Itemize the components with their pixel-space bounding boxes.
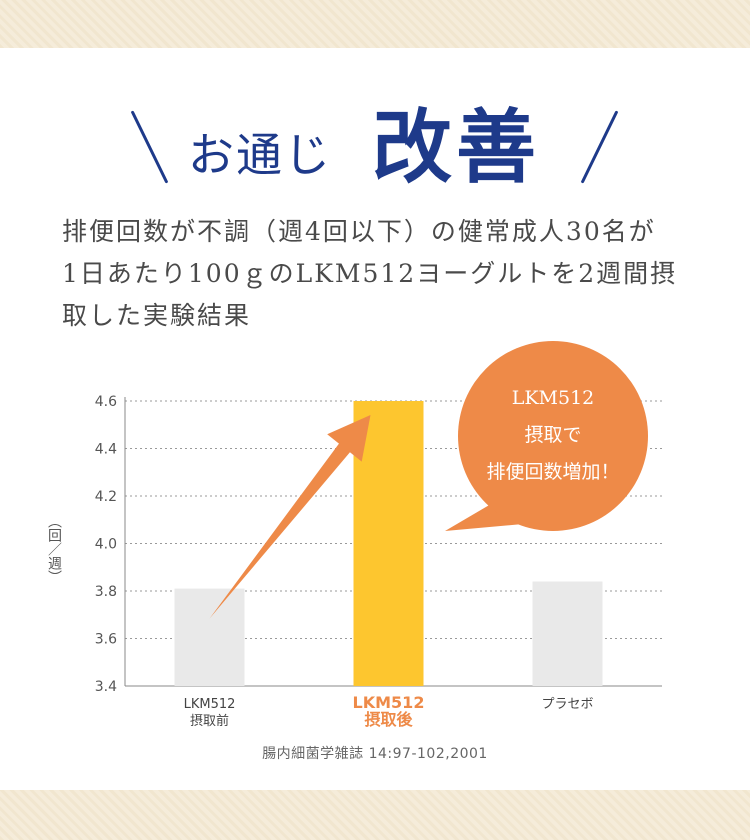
study-description: 排便回数が不調（週4回以下）の健常成人30名が 1日あたり100ｇのLKM512…	[62, 211, 702, 337]
x-category-label: 摂取後	[364, 710, 413, 729]
callout-text: 摂取で	[524, 424, 581, 446]
callout-bubble	[458, 341, 648, 531]
description-line: 1日あたり100ｇのLKM512ヨーグルトを2週間摂	[62, 259, 678, 288]
title-big-text: 改善	[372, 100, 540, 194]
x-category-label: 摂取前	[190, 713, 229, 729]
x-category-label: LKM512	[353, 693, 425, 712]
callout-text: 排便回数増加！	[486, 461, 619, 483]
bottom-decorative-band	[0, 790, 750, 840]
y-tick-label: 4.4	[95, 442, 117, 458]
increase-arrow	[209, 415, 371, 619]
bar	[353, 401, 424, 686]
y-tick-label: 4.6	[95, 394, 117, 410]
callout-text: LKM512	[512, 387, 595, 409]
y-axis-unit-label: （回／週）	[46, 514, 62, 584]
y-tick-label: 4.2	[95, 489, 117, 505]
title-small-text: お通じ	[188, 128, 332, 182]
page-title: お通じ 改善	[0, 95, 750, 195]
top-decorative-band	[0, 0, 750, 48]
y-tick-label: 3.4	[95, 679, 117, 695]
callout-tail	[445, 504, 523, 531]
bar-chart: 3.43.63.84.04.24.44.6（回／週）LKM512摂取前LKM51…	[46, 341, 662, 729]
y-tick-label: 4.0	[95, 537, 117, 553]
y-tick-label: 3.6	[95, 632, 117, 648]
y-tick-label: 3.8	[95, 584, 117, 600]
description-line: 取した実験結果	[62, 301, 252, 330]
x-category-label: LKM512	[184, 697, 236, 712]
bar	[532, 581, 603, 686]
bar	[174, 588, 245, 686]
source-citation: 腸内細菌学雑誌 14:97-102,2001	[262, 746, 488, 762]
description-line: 排便回数が不調（週4回以下）の健常成人30名が	[62, 217, 656, 246]
x-category-label: プラセボ	[541, 697, 593, 712]
